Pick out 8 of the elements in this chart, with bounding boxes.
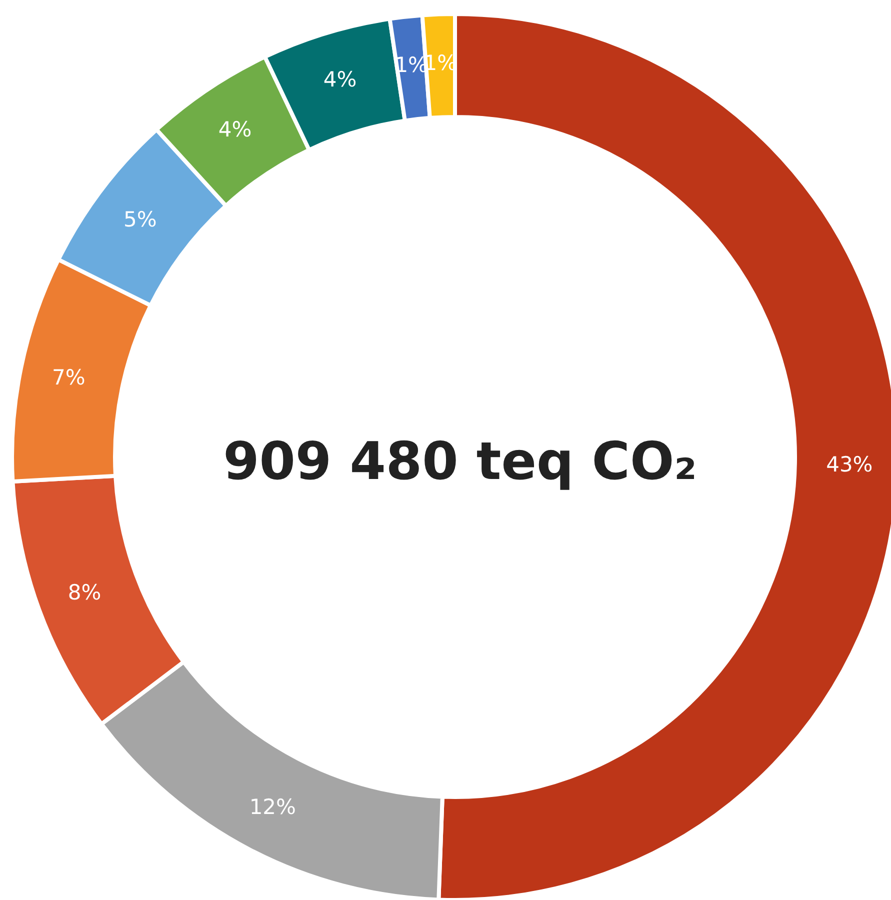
- text: 909 480 teq CO₂: [223, 432, 697, 492]
- data-label: 43%: [826, 452, 873, 476]
- data-label: 8%: [68, 580, 102, 605]
- data-label: 12%: [249, 794, 296, 819]
- data-label: 4%: [218, 117, 252, 142]
- data-label: 5%: [124, 207, 157, 232]
- data-label: 4%: [323, 68, 357, 92]
- data-label: 7%: [52, 365, 86, 390]
